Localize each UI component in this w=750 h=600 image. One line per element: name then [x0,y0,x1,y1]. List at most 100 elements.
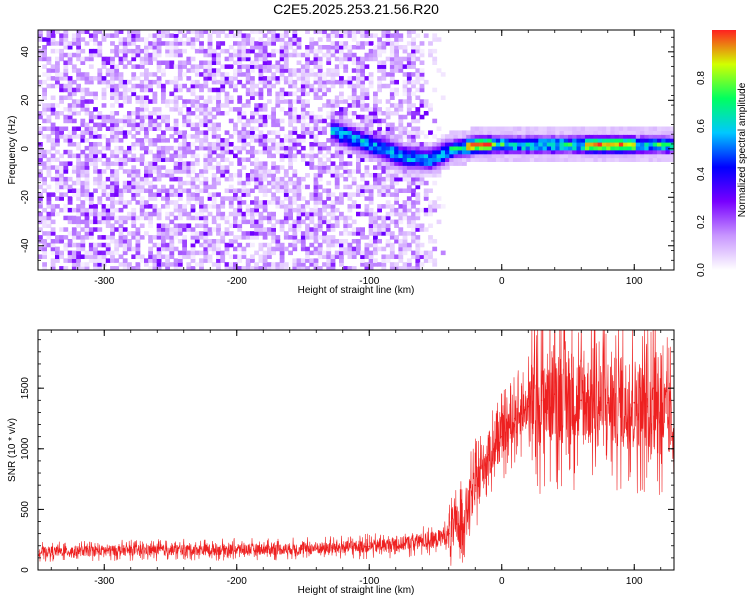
spectrogram-cell [373,149,378,155]
spectrogram-cell [326,192,332,197]
spectrogram-cell [55,157,60,162]
spectrogram-cell [305,227,310,232]
spectrogram-cell [55,258,60,263]
spectrogram-cell [322,262,327,267]
spectrogram-cell [389,111,395,116]
spectrogram-cell [351,246,357,252]
spectrogram-cell [258,79,264,85]
spectrogram-cell [326,180,332,186]
spectrogram-cell [241,126,247,131]
spectrogram-cell [237,211,243,217]
spectrogram-cell [59,134,64,139]
spectrogram-cell [173,103,179,108]
spectrogram-cell [216,87,221,93]
spectrogram-cell [330,52,336,58]
spectrogram-cell [635,157,641,162]
spectrogram-cell [131,33,137,38]
spectrogram-cell [419,153,425,159]
spectrogram-cell [389,145,395,151]
spectrogram-cell [368,83,374,89]
spectrogram-cell [122,250,128,256]
spectrogram-cell [466,138,471,143]
spectrogram-cell [593,126,599,131]
spectrogram-cell [411,161,416,166]
spectrogram-cell [317,118,323,124]
spectrogram-cell [406,76,412,81]
spectrogram-cell [224,111,230,116]
spectrogram-cell [360,72,365,77]
spectrogram-cell [241,215,247,221]
spectrogram-cell [203,235,209,240]
spectrogram-cell [194,107,200,112]
spectrogram-cell [101,258,107,263]
spectrogram-cell [381,72,387,77]
spectrogram-cell [237,145,243,151]
spectrogram-cell [190,246,196,252]
spectrogram-cell [250,254,255,259]
spectrogram-cell [381,169,387,174]
spectrogram-cell [546,145,552,151]
spectrogram-cell [220,231,226,236]
spectrogram-cell [597,138,603,143]
spectrogram-cell [161,231,166,236]
spectrogram-cell [428,161,433,166]
spectrogram-cell [250,149,255,155]
spectrogram-cell [71,258,77,263]
spectrogram-cell [152,207,158,213]
spectrogram-cell [351,87,357,93]
spectrogram-cell [156,223,162,228]
spectrogram-cell [59,83,64,89]
spectrogram-cell [631,138,637,143]
spectrogram-cell [373,219,378,225]
spectrogram-cell [131,153,137,159]
spectrogram-cell [50,239,56,244]
spectrogram-cell [317,79,323,85]
spectrogram-cell [589,145,594,151]
spectrogram-cell [42,95,47,100]
spectrogram-cell [474,138,480,143]
spectrogram-cell [220,30,226,34]
spectrogram-cell [347,169,353,174]
spectrogram-cell [406,33,412,38]
spectrogram-cell [105,219,111,225]
spectrogram-cell [254,45,259,50]
spectrogram-cell [305,60,310,65]
spectrogram-cell [46,211,52,217]
spectrogram-cell [606,153,611,159]
spectrogram-cell [237,72,243,77]
spectrogram-cell [211,192,217,197]
spectrogram-cell [534,149,539,155]
spectrogram-cell [428,48,433,54]
spectrogram-cell [406,188,412,193]
spectrogram-cell [114,215,120,221]
spectrogram-cell [432,145,438,151]
spectrogram-cell [177,48,183,54]
spectrogram-cell [521,157,527,162]
spectrogram-cell [122,95,128,100]
spectrogram-cell [351,126,357,131]
spectrogram-cell [50,76,56,81]
spectrogram-cell [288,111,293,116]
spectrogram-cell [88,196,94,201]
spectrogram-cell [415,242,421,248]
spectrogram-cell [211,250,217,256]
spectrogram-cell [93,188,98,193]
spectrogram-y-label: Frequency (Hz) [7,116,18,185]
spectrogram-cell [245,130,251,135]
spectrogram-cell [330,30,336,34]
spectrogram-cell [93,180,98,186]
spectrogram-cell [152,266,158,270]
spectrogram-cell [233,41,238,46]
spectrogram-cell [317,30,323,34]
spectrogram-cell [525,138,531,143]
spectrogram-cell [283,188,289,193]
spectrogram-cell [398,122,404,128]
spectrogram-cell [63,149,69,155]
spectrogram-cell [491,145,497,151]
spectrogram-cell [131,64,137,69]
spectrogram-cell [402,87,408,93]
spectrogram-cell [415,45,421,50]
spectrogram-cell [177,192,183,197]
spectrogram-cell [377,122,382,128]
spectrogram-cell [110,60,115,65]
